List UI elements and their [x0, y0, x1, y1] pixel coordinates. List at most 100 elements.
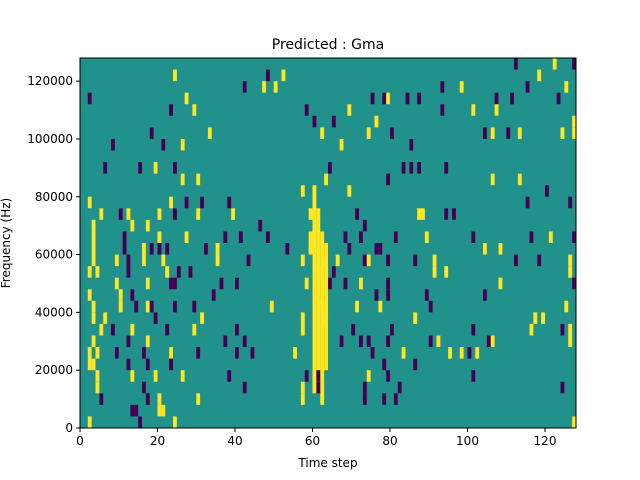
heatmap-cell: [362, 381, 367, 394]
heatmap-cell: [525, 81, 530, 93]
heatmap-cell: [308, 231, 313, 243]
heatmap-cell: [378, 300, 383, 313]
heatmap-cell: [444, 162, 449, 174]
heatmap-cell: [126, 208, 131, 220]
heatmap-cell: [169, 358, 174, 371]
heatmap-cell: [300, 185, 305, 197]
heatmap-cell: [145, 335, 150, 348]
heatmap-cell: [134, 404, 139, 417]
heatmap-cell: [529, 323, 534, 336]
heatmap-cell: [366, 127, 371, 139]
heatmap-cell: [572, 231, 577, 243]
heatmap-cell: [142, 254, 146, 267]
heatmap-cell: [130, 289, 135, 301]
heatmap-cell: [424, 231, 429, 243]
heatmap-cell: [130, 323, 135, 336]
heatmap-cell: [126, 266, 131, 278]
y-tick-label: 80000: [35, 190, 73, 204]
heatmap-cell: [374, 289, 379, 301]
heatmap-cell: [231, 208, 236, 220]
heatmap-cell: [471, 104, 476, 116]
heatmap-cell: [196, 347, 201, 359]
heatmap-cell: [304, 104, 309, 116]
heatmap-cell: [95, 266, 100, 278]
heatmap-cell: [444, 208, 449, 220]
y-axis-label: Frequency (Hz): [0, 198, 13, 289]
heatmap-cell: [149, 127, 154, 139]
heatmap-cell: [440, 81, 445, 93]
heatmap-cell: [359, 277, 363, 290]
heatmap-cell: [351, 323, 356, 336]
heatmap-band: [316, 208, 321, 382]
heatmap-cell: [421, 208, 425, 220]
heatmap-cell: [145, 358, 150, 371]
heatmap-cell: [490, 335, 495, 348]
heatmap-cell: [347, 243, 352, 255]
heatmap-cell: [386, 254, 391, 267]
heatmap-cell: [537, 69, 542, 82]
heatmap-cell: [529, 231, 534, 243]
heatmap-cell: [525, 196, 530, 209]
heatmap-cell: [386, 92, 391, 105]
heatmap-cell: [173, 416, 177, 428]
heatmap-cell: [560, 323, 565, 336]
heatmap-cell: [483, 289, 487, 301]
heatmap-cell: [266, 69, 270, 82]
heatmap-cell: [180, 173, 185, 186]
heatmap-cell: [436, 335, 441, 348]
heatmap-cell: [227, 196, 232, 209]
heatmap-cell: [409, 162, 414, 174]
heatmap-cell: [533, 312, 538, 324]
heatmap-cell: [339, 138, 344, 151]
heatmap-cell: [142, 347, 146, 359]
heatmap-cell: [130, 370, 135, 382]
heatmap-cell: [114, 277, 119, 290]
heatmap-cell: [238, 231, 243, 243]
heatmap-cell: [405, 92, 410, 105]
heatmap-cell: [483, 127, 487, 139]
heatmap-cell: [130, 404, 135, 417]
heatmap-cell: [223, 335, 228, 348]
heatmap-cell: [300, 254, 305, 267]
heatmap-cell: [192, 104, 197, 116]
heatmap-cell: [118, 289, 123, 301]
y-tick-label: 0: [65, 421, 73, 435]
heatmap-cell: [114, 254, 119, 267]
heatmap-cell: [262, 81, 267, 93]
heatmap-cell: [99, 393, 104, 405]
heatmap-cell: [572, 277, 577, 290]
heatmap-cell: [130, 219, 135, 232]
heatmap-cell: [235, 347, 239, 359]
heatmap-cell: [192, 323, 197, 336]
heatmap-cell: [366, 335, 371, 348]
heatmap-cell: [510, 92, 515, 105]
heatmap-cell: [161, 254, 166, 267]
heatmap-cell: [572, 127, 577, 139]
heatmap-cell: [386, 173, 391, 186]
heatmap-cell: [498, 277, 503, 290]
heatmap-cell: [273, 81, 278, 93]
heatmap-cell: [362, 254, 367, 267]
heatmap-cell: [316, 370, 321, 382]
heatmap-cell: [386, 277, 391, 290]
heatmap-cell: [355, 300, 360, 313]
heatmap-cell: [118, 208, 123, 220]
heatmap-cell: [374, 243, 379, 255]
heatmap-cell: [169, 104, 174, 116]
heatmap-cell: [432, 266, 437, 278]
heatmap-cells: [87, 58, 577, 428]
heatmap-cell: [413, 312, 418, 324]
heatmap-cell: [471, 231, 476, 243]
heatmap-cell: [494, 92, 499, 105]
heatmap-cell: [428, 300, 433, 313]
heatmap-cell: [153, 370, 158, 382]
heatmap-cell: [382, 393, 387, 405]
heatmap-cell: [366, 370, 371, 382]
heatmap-cell: [370, 347, 375, 359]
heatmap-cell: [196, 393, 201, 405]
heatmap-cell: [138, 162, 143, 174]
heatmap-cell: [87, 358, 92, 371]
heatmap-cell: [556, 92, 561, 105]
heatmap-cell: [173, 208, 177, 220]
